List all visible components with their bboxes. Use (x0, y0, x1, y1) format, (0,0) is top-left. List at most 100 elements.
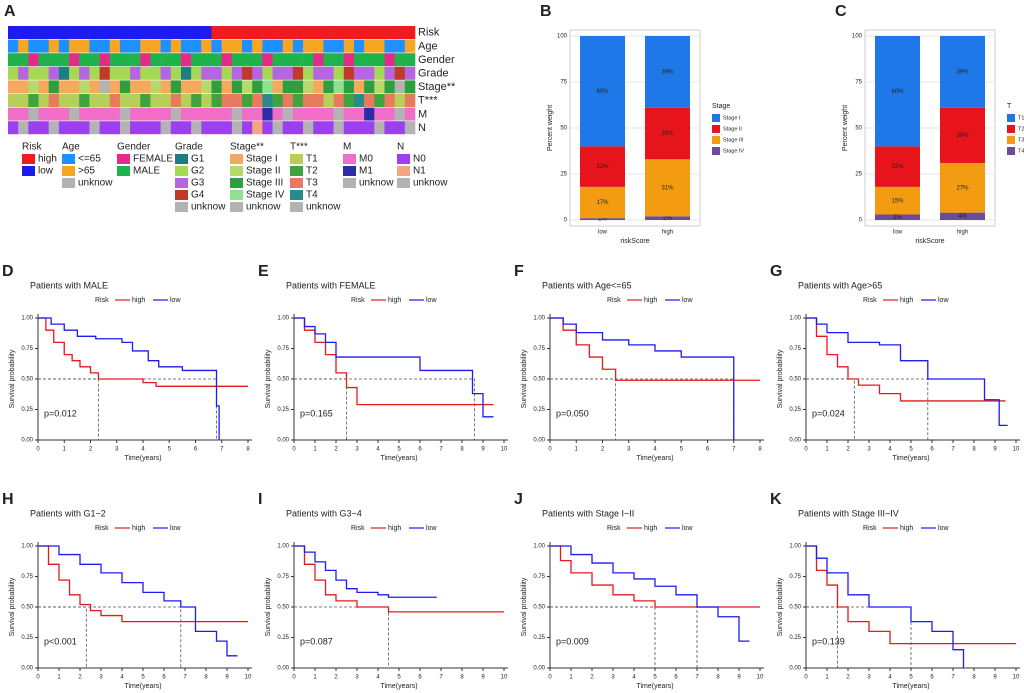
row-label: Gender (418, 54, 455, 66)
heatmap-cell (140, 80, 151, 94)
heatmap-cell (282, 39, 294, 53)
heatmap-cell (160, 80, 172, 94)
legend-label: unknow (359, 178, 394, 189)
chart-title: Patients with G3−4 (286, 508, 362, 518)
x-tick-label: 0 (804, 675, 808, 681)
heatmap-cell (201, 121, 212, 135)
survival-curve (806, 317, 1008, 427)
x-tick-label: 9 (481, 447, 485, 453)
heatmap-cell (119, 26, 131, 39)
legend-label: T1 (306, 154, 318, 165)
heatmap-cell (242, 80, 253, 94)
x-tick-label: 6 (930, 447, 934, 453)
x-axis-label: Time(years) (636, 455, 673, 462)
x-tick-label: 2 (78, 675, 82, 681)
panel-letter: H (2, 491, 14, 508)
x-tick-label: 3 (115, 447, 119, 453)
heatmap-cell (191, 80, 202, 94)
legend-title: Risk (95, 297, 109, 304)
heatmap-cell (140, 39, 151, 53)
heatmap-cell (170, 94, 182, 107)
legend-label: low (938, 297, 949, 304)
row-label: M (418, 108, 427, 120)
heatmap-cell (323, 66, 334, 80)
x-tick-label: 7 (183, 675, 187, 681)
y-tick-label: 25 (855, 172, 862, 178)
heatmap-cell (394, 53, 406, 67)
heatmap-cell (333, 80, 345, 94)
y-tick-label: 0.50 (277, 605, 289, 611)
x-axis-label: Time(years) (380, 683, 417, 690)
y-tick-label: 75 (560, 80, 567, 86)
x-tick-label: 4 (632, 675, 636, 681)
x-tick-label: 3 (99, 675, 103, 681)
heatmap-cell (58, 26, 70, 39)
heatmap-cell (384, 26, 395, 39)
legend-label: T4 (1018, 148, 1024, 154)
heatmap-cell (38, 80, 49, 94)
heatmap-cell (18, 121, 29, 135)
value-label: 17% (596, 200, 609, 206)
heatmap-cell (272, 26, 284, 39)
heatmap-cell (404, 26, 416, 39)
heatmap-cell (333, 94, 345, 107)
y-tick-label: 0.25 (789, 635, 801, 641)
heatmap-cell (79, 66, 90, 80)
legend-label: unknow (78, 178, 113, 189)
x-tick-label: 7 (439, 447, 443, 453)
y-tick-label: 0.25 (277, 635, 289, 641)
legend-label: Stage I (723, 115, 741, 121)
legend-label: >65 (78, 166, 95, 177)
bar-segment (940, 107, 985, 163)
legend-swatch (22, 166, 35, 176)
legend-swatch (712, 125, 720, 133)
x-tick-label: 2 (846, 447, 850, 453)
heatmap-cell (191, 121, 202, 135)
heatmap-cell (384, 94, 395, 107)
heatmap-cell (89, 53, 100, 67)
value-label: 60% (891, 89, 904, 95)
survival-curve (38, 317, 220, 440)
heatmap-cell (211, 94, 222, 107)
median-line (294, 378, 475, 440)
x-tick-label: 6 (930, 675, 934, 681)
heatmap-cell (130, 80, 141, 94)
heatmap-cell (353, 80, 365, 94)
value-label: 60% (596, 89, 609, 95)
heatmap-cell (343, 107, 355, 121)
y-axis-label: Survival probability (9, 577, 16, 636)
bar-segment (580, 36, 625, 147)
bar-segment (875, 186, 920, 215)
y-tick-label: 0.50 (21, 377, 33, 383)
y-tick-label: 100 (852, 34, 863, 40)
heatmap-cell (231, 80, 243, 94)
legend-swatch (397, 166, 410, 176)
heatmap-cell (343, 94, 355, 107)
row-label: Grade (418, 68, 449, 80)
heatmap-cell (262, 107, 273, 121)
legend-swatch (117, 154, 130, 164)
legend-label: low (682, 525, 693, 532)
heatmap-cell (282, 94, 294, 107)
heatmap-cell (303, 39, 314, 53)
row-label: Age (418, 40, 438, 52)
value-label: 1% (598, 217, 607, 223)
legend-label: high (644, 525, 657, 532)
heatmap-cell (48, 121, 60, 135)
heatmap-cell (252, 53, 263, 67)
legend-title: Risk (863, 297, 877, 304)
heatmap-cell (150, 53, 161, 67)
heatmap-cell (384, 66, 395, 80)
x-tick-label: 8 (972, 675, 976, 681)
heatmap-cell (221, 26, 233, 39)
heatmap-cell (364, 107, 375, 121)
heatmap-cell (48, 66, 60, 80)
heatmap-cell (272, 121, 284, 135)
x-tick-label: 4 (141, 447, 145, 453)
heatmap-cell (89, 80, 100, 94)
heatmap-cell (58, 66, 70, 80)
x-tick-label: 4 (376, 675, 380, 681)
legend-label: T2 (1018, 126, 1024, 132)
bar-segment (875, 214, 920, 220)
heatmap-cell (130, 26, 141, 39)
